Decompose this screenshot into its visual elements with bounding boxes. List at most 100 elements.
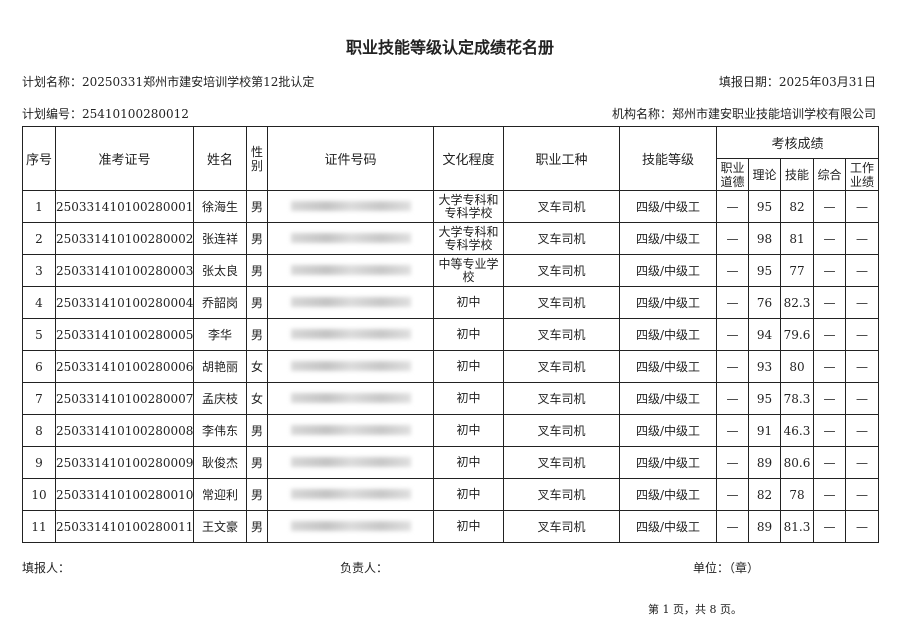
cell-gender: 男 <box>246 446 268 479</box>
redacted-blur <box>290 456 411 467</box>
cell-name: 孟庆枝 <box>193 382 247 415</box>
cell-gender: 男 <box>246 318 268 351</box>
cell-level: 四级/中级工 <box>619 478 717 511</box>
cell-work: — <box>844 382 880 415</box>
cell-work: — <box>844 286 880 319</box>
header-theory: 理论 <box>748 158 781 191</box>
cell-gender: 女 <box>246 382 268 415</box>
cell-occupation: 叉车司机 <box>503 350 620 383</box>
cell-overall: — <box>813 190 846 223</box>
cell-education: 初中 <box>433 382 504 415</box>
cell-seq: 7 <box>22 382 56 415</box>
cell-name: 胡艳丽 <box>193 350 247 383</box>
redacted-blur <box>290 392 411 403</box>
cell-theory: 98 <box>748 222 781 255</box>
cell-education: 大学专科和专科学校 <box>433 190 504 223</box>
cell-skill: 80 <box>780 350 814 383</box>
score-roster-table: 序号 准考证号 姓名 性别 证件号码 文化程度 职业工种 技能等级 考核成绩 职… <box>22 126 880 543</box>
cell-exam-no: 250331410100280003 <box>55 254 194 287</box>
plan-name: 计划名称：20250331郑州市建安培训学校第12批认定 <box>22 75 315 89</box>
header-seq: 序号 <box>22 126 56 191</box>
cell-gender: 女 <box>246 350 268 383</box>
header-work: 工作业绩 <box>844 158 880 191</box>
cell-occupation: 叉车司机 <box>503 414 620 447</box>
cell-seq: 11 <box>22 510 56 543</box>
cell-name: 乔韶岗 <box>193 286 247 319</box>
footer-responsible: 负责人： <box>340 561 389 575</box>
redacted-blur <box>290 424 411 435</box>
cell-ethics: — <box>716 414 749 447</box>
cell-level: 四级/中级工 <box>619 382 717 415</box>
cell-name: 耿俊杰 <box>193 446 247 479</box>
table-row: 1 250331410100280001 徐海生男 大学专科和专科学校 叉车司机 四级/中… <box>22 190 880 223</box>
cell-level: 四级/中级工 <box>619 222 717 255</box>
id-number-cell-redacted <box>267 382 434 415</box>
cell-exam-no: 250331410100280008 <box>55 414 194 447</box>
header-ethics: 职业道德 <box>716 158 749 191</box>
footer-filler: 填报人： <box>22 561 71 575</box>
cell-ethics: — <box>716 254 749 287</box>
cell-occupation: 叉车司机 <box>503 318 620 351</box>
redacted-blur <box>290 232 411 243</box>
redacted-blur <box>290 488 411 499</box>
id-number-cell-redacted <box>267 510 434 543</box>
cell-ethics: — <box>716 318 749 351</box>
cell-seq: 2 <box>22 222 56 255</box>
cell-exam-no: 250331410100280007 <box>55 382 194 415</box>
id-number-cell-redacted <box>267 286 434 319</box>
cell-education: 中等专业学校 <box>433 254 504 287</box>
cell-work: — <box>844 350 880 383</box>
cell-seq: 9 <box>22 446 56 479</box>
cell-gender: 男 <box>246 190 268 223</box>
cell-ethics: — <box>716 190 749 223</box>
cell-seq: 10 <box>22 478 56 511</box>
cell-name: 徐海生 <box>193 190 247 223</box>
cell-education: 初中 <box>433 414 504 447</box>
cell-occupation: 叉车司机 <box>503 254 620 287</box>
header-name: 姓名 <box>193 126 247 191</box>
cell-work: — <box>844 510 880 543</box>
cell-theory: 93 <box>748 350 781 383</box>
cell-exam-no: 250331410100280005 <box>55 318 194 351</box>
table-row: 5 250331410100280005 李华男初中 叉车司机 四级/中级工 —94 79.… <box>22 318 880 351</box>
id-number-cell-redacted <box>267 190 434 223</box>
organization-name: 机构名称：郑州市建安职业技能培训学校有限公司 <box>611 107 876 121</box>
cell-exam-no: 250331410100280004 <box>55 286 194 319</box>
table-row: 9 250331410100280009 耿俊杰男初中 叉车司机 四级/中级工 —89 80… <box>22 446 880 479</box>
redacted-blur <box>290 296 411 307</box>
redacted-blur <box>290 200 411 211</box>
header-level: 技能等级 <box>619 126 717 191</box>
cell-overall: — <box>813 222 846 255</box>
header-scores: 考核成绩 <box>715 126 880 159</box>
cell-skill: 81.3 <box>780 510 814 543</box>
cell-work: — <box>844 254 880 287</box>
cell-level: 四级/中级工 <box>619 414 717 447</box>
table-row: 2 250331410100280002 张连祥男 大学专科和专科学校 叉车司机 四级/中… <box>22 222 880 255</box>
cell-ethics: — <box>716 446 749 479</box>
cell-overall: — <box>813 350 846 383</box>
cell-occupation: 叉车司机 <box>503 286 620 319</box>
cell-gender: 男 <box>246 478 268 511</box>
table-row: 6 250331410100280006 胡艳丽女初中 叉车司机 四级/中级工 —93 80… <box>22 350 880 383</box>
cell-gender: 男 <box>246 222 268 255</box>
id-number-cell-redacted <box>267 478 434 511</box>
header-exam-no: 准考证号 <box>55 126 194 191</box>
cell-occupation: 叉车司机 <box>503 478 620 511</box>
table-row: 7 250331410100280007 孟庆枝女初中 叉车司机 四级/中级工 —95 78… <box>22 382 880 415</box>
cell-skill: 78.3 <box>780 382 814 415</box>
cell-theory: 82 <box>748 478 781 511</box>
header-id-no: 证件号码 <box>267 126 434 191</box>
cell-education: 初中 <box>433 478 504 511</box>
plan-number: 计划编号：25410100280012 <box>22 107 189 121</box>
cell-theory: 94 <box>748 318 781 351</box>
table-row: 8 250331410100280008 李伟东男初中 叉车司机 四级/中级工 —91 46… <box>22 414 880 447</box>
cell-level: 四级/中级工 <box>619 446 717 479</box>
cell-occupation: 叉车司机 <box>503 446 620 479</box>
table-row: 11 250331410100280011 王文豪男初中 叉车司机 四级/中级工 —89 8… <box>22 510 880 543</box>
cell-ethics: — <box>716 222 749 255</box>
cell-overall: — <box>813 510 846 543</box>
cell-overall: — <box>813 478 846 511</box>
cell-gender: 男 <box>246 414 268 447</box>
cell-theory: 95 <box>748 382 781 415</box>
id-number-cell-redacted <box>267 446 434 479</box>
